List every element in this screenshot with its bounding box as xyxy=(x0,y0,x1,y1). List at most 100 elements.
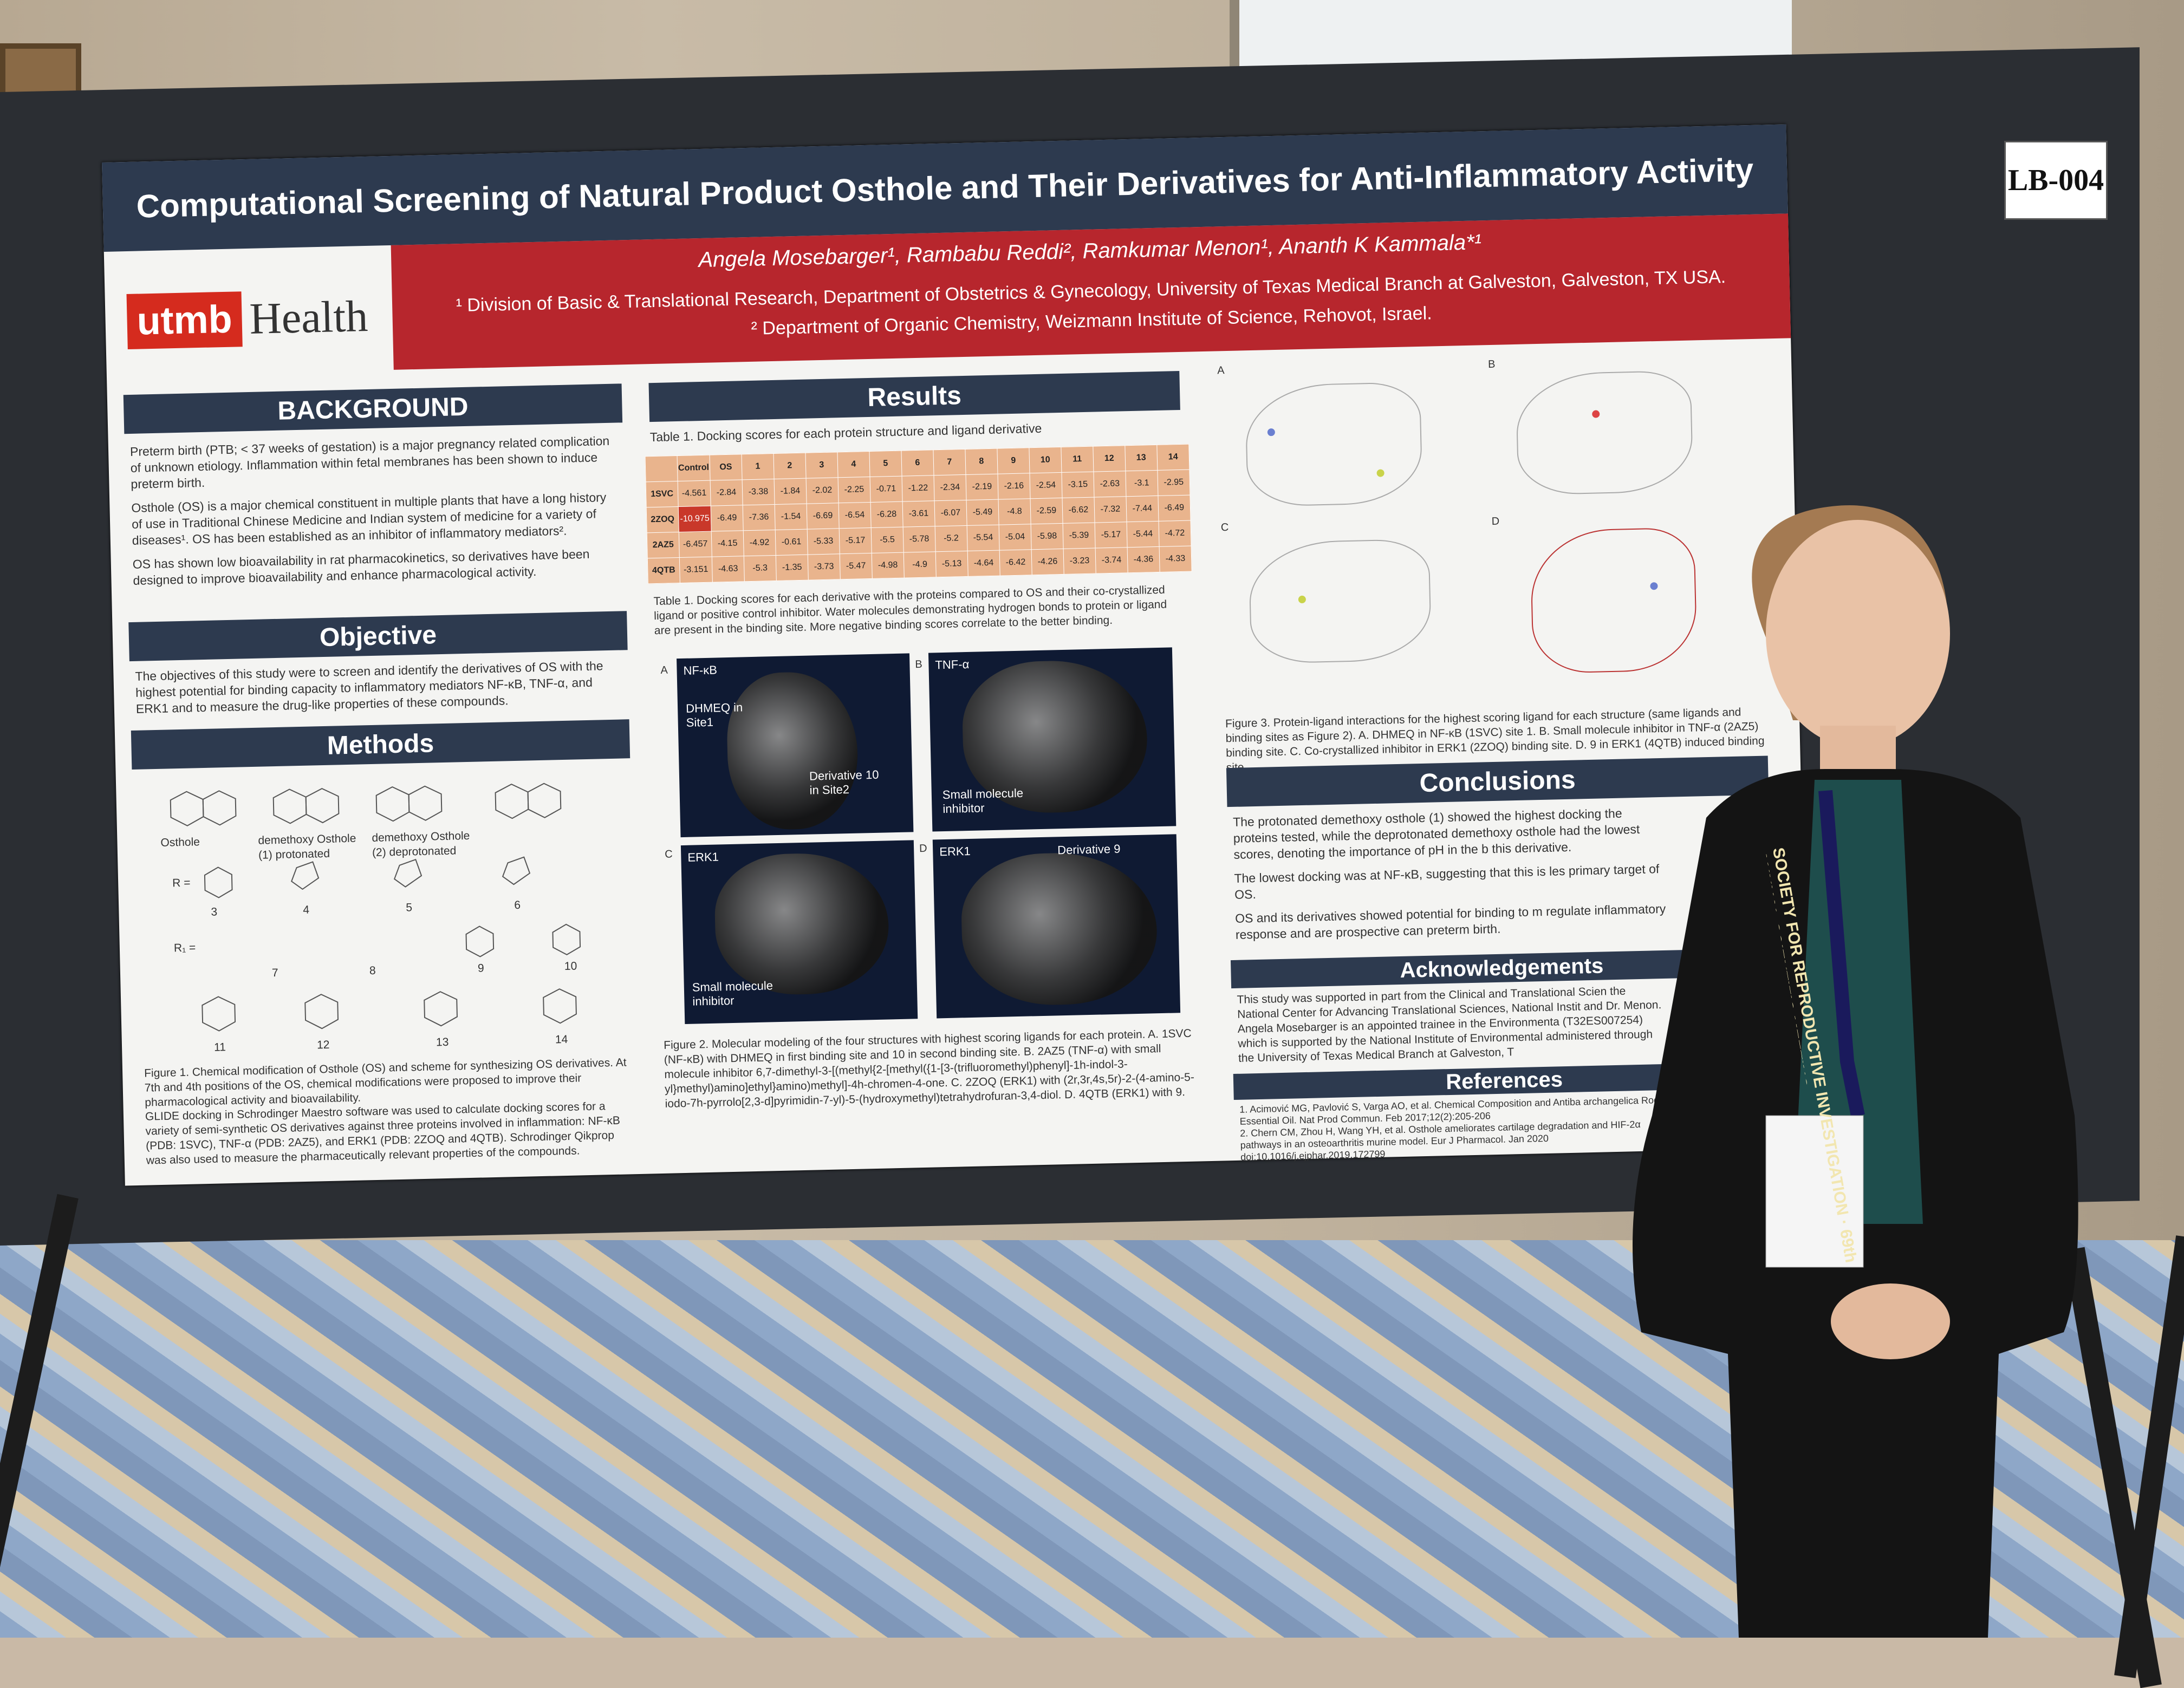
table-cell: -5.54 xyxy=(966,525,1000,551)
table-header-cell: 11 xyxy=(1061,446,1094,473)
mol-label-demethoxy-1: demethoxy Osthole (1) protonated xyxy=(258,832,356,862)
methods-heading: Methods xyxy=(131,719,630,770)
table-cell: -3.74 xyxy=(1095,547,1128,574)
booth-tag: LB-004 xyxy=(2004,141,2108,220)
panel-d-label1: Derivative 9 xyxy=(1057,842,1121,857)
table-cell: -3.151 xyxy=(679,557,713,583)
table-cell: -6.457 xyxy=(679,531,712,558)
table-header-cell: OS xyxy=(709,454,742,481)
table-cell: -5.47 xyxy=(840,553,873,579)
table-cell: -6.42 xyxy=(999,549,1032,576)
compound-14: 14 xyxy=(555,1033,568,1046)
table-cell: -4.92 xyxy=(743,530,776,556)
utmb-logo: utmb Health xyxy=(126,275,388,362)
table-header-cell: 5 xyxy=(869,451,902,477)
table-cell: -7.32 xyxy=(1094,496,1127,523)
table-cell: -2.19 xyxy=(965,474,998,500)
table-cell: -1.54 xyxy=(775,504,808,530)
compound-11: 11 xyxy=(213,1041,226,1054)
table-header-cell: 9 xyxy=(997,447,1030,474)
compound-7: 7 xyxy=(271,966,278,980)
table-cell: -4.72 xyxy=(1158,520,1191,547)
logo-word: Health xyxy=(249,291,369,343)
table-cell: -5.2 xyxy=(935,525,968,552)
table-cell: -5.39 xyxy=(1062,523,1096,549)
ligand-diagram-c xyxy=(1248,538,1432,664)
table-cell: -5.78 xyxy=(903,526,936,553)
table-header-cell: 14 xyxy=(1156,444,1190,471)
glide-text: GLIDE docking in Schrodinger Maestro sof… xyxy=(145,1100,621,1167)
table-header-cell xyxy=(645,455,678,482)
table-cell: -3.73 xyxy=(808,553,841,581)
objective-text: The objectives of this study were to scr… xyxy=(135,659,603,716)
table-header-cell: Control xyxy=(677,455,710,481)
table-cell: -6.49 xyxy=(1158,495,1191,522)
presenter-person xyxy=(1633,505,2078,1638)
table-cell: -3.61 xyxy=(902,500,935,527)
r1-label: R₁ = xyxy=(173,941,196,955)
ligand-diagram-a xyxy=(1244,381,1423,507)
table-header-cell: 12 xyxy=(1093,445,1126,472)
table-cell: -5.33 xyxy=(807,528,840,555)
table-cell: -4.15 xyxy=(711,530,744,557)
molecule-structures xyxy=(170,783,581,1032)
table-cell: -2.95 xyxy=(1157,470,1190,496)
compound-10: 10 xyxy=(564,960,577,973)
table-cell: -3.23 xyxy=(1063,548,1096,575)
compound-6: 6 xyxy=(514,898,521,912)
table-cell: -0.61 xyxy=(775,529,808,556)
table-cell: -0.71 xyxy=(869,476,902,503)
table-cell: 2AZ5 xyxy=(647,532,680,558)
table-header-cell: 2 xyxy=(773,453,806,479)
table-cell: -2.63 xyxy=(1093,471,1126,498)
table-cell: -6.69 xyxy=(807,503,840,530)
panel-d-title: ERK1 xyxy=(939,844,971,859)
background-p3: OS has shown low bioavailability in rat … xyxy=(132,546,590,588)
docking-table-wrap: Control OS 1 2 3 4 5 6 7 8 9 10 11 12 13 14 1SVC -4.561 -2… xyxy=(645,444,1192,584)
protein-panels: A NF-κB DHMEQ in Site1 Derivative 10 in … xyxy=(655,647,1205,1038)
table-cell: -5.49 xyxy=(966,499,999,526)
panel-a-label2: Derivative 10 in Site2 xyxy=(809,767,879,797)
table-cell: -7.44 xyxy=(1126,496,1159,522)
table-cell: -5.04 xyxy=(998,524,1032,551)
table-cell: -2.34 xyxy=(933,474,966,501)
lanyard xyxy=(1818,790,1865,1117)
table-header-cell: 6 xyxy=(901,449,934,477)
objective-heading: Objective xyxy=(128,611,628,662)
table-header-cell: 3 xyxy=(805,452,838,479)
table-cell: -3.38 xyxy=(742,479,775,505)
table-cell: -6.49 xyxy=(711,505,744,532)
table-cell: -4.64 xyxy=(967,550,1000,577)
table-caption: Table 1. Docking scores for each derivat… xyxy=(653,583,1167,637)
table-cell: -2.84 xyxy=(710,479,743,506)
table-cell: 2ZOQ xyxy=(646,506,679,533)
table-cell: -2.59 xyxy=(1030,498,1063,524)
panel-erk1-d: ERK1 Derivative 9 xyxy=(932,834,1181,1019)
compound-9: 9 xyxy=(477,962,484,975)
panel-letter-d: D xyxy=(919,842,927,855)
mol-label-osthole: Osthole xyxy=(160,836,200,849)
panel-a-title: NF-κB xyxy=(683,663,718,677)
table-cell: -6.07 xyxy=(934,500,967,526)
table-cell: -5.17 xyxy=(1094,522,1127,549)
table-cell: -6.54 xyxy=(838,502,872,529)
fig3-letter-a: A xyxy=(1217,364,1225,377)
green-dress xyxy=(1793,780,1923,1224)
table-cell: -2.25 xyxy=(837,477,870,503)
table-cell: -5.98 xyxy=(1030,523,1064,550)
methods-scheme: Osthole demethoxy Osthole (1) protonated… xyxy=(138,768,632,1060)
poster: Computational Screening of Natural Produ… xyxy=(102,124,1810,1186)
table-cell: -5.17 xyxy=(839,527,872,554)
results-heading: Results xyxy=(648,370,1180,422)
face xyxy=(1766,520,1950,747)
background-p1: Preterm birth (PTB; < 37 weeks of gestat… xyxy=(129,433,610,491)
compound-4: 4 xyxy=(303,903,310,916)
compound-3: 3 xyxy=(211,905,218,918)
panel-tnfa: TNF-α Small molecule inhibitor xyxy=(928,647,1176,832)
table-cell: -2.02 xyxy=(805,477,838,504)
table-header-cell: 10 xyxy=(1029,447,1062,473)
compound-5: 5 xyxy=(406,901,413,914)
table-cell: -4.9 xyxy=(903,551,937,578)
hands xyxy=(1831,1283,1950,1359)
panel-c-title: ERK1 xyxy=(687,850,719,864)
